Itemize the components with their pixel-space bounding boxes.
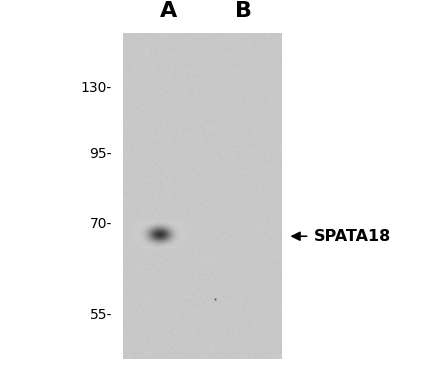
Text: SPATA18: SPATA18 (313, 229, 390, 244)
Text: B: B (235, 1, 251, 21)
Text: 130-: 130- (81, 81, 112, 94)
Text: 55-: 55- (89, 308, 112, 322)
Text: A: A (160, 1, 177, 21)
Text: 70-: 70- (89, 217, 112, 231)
Text: 95-: 95- (89, 147, 112, 161)
